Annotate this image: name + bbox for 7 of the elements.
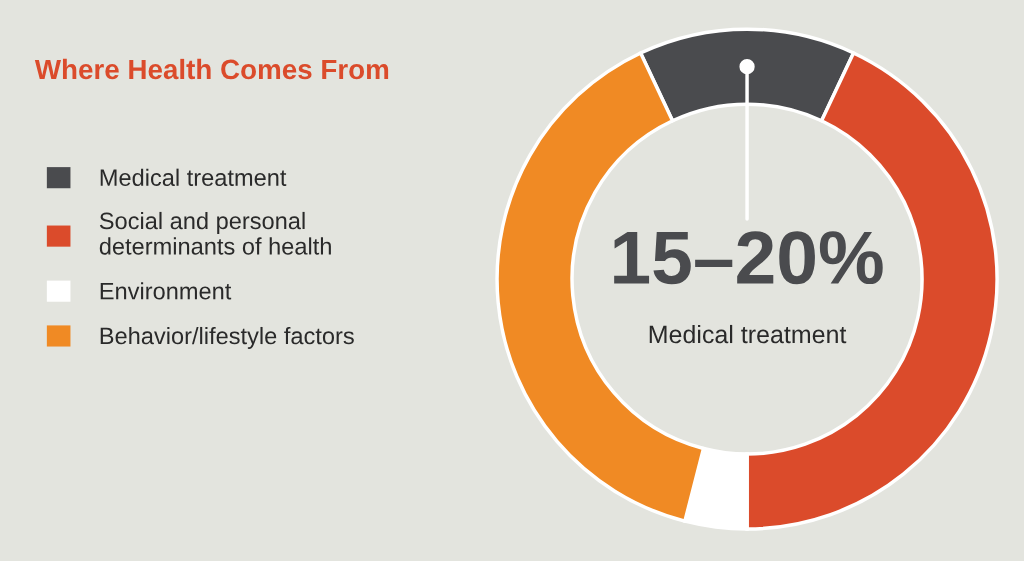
text: Where Health Comes From	[34, 58, 389, 80]
legend-label: Environment	[100, 282, 232, 300]
legend-label: Social and personal determinants of health	[99, 211, 331, 255]
legend-label: Behavior/lifestyle factors	[100, 326, 354, 349]
legend-label: Medical treatment	[100, 168, 287, 186]
text: 15–20%	[614, 231, 883, 285]
text: Medical treatment	[649, 324, 847, 344]
